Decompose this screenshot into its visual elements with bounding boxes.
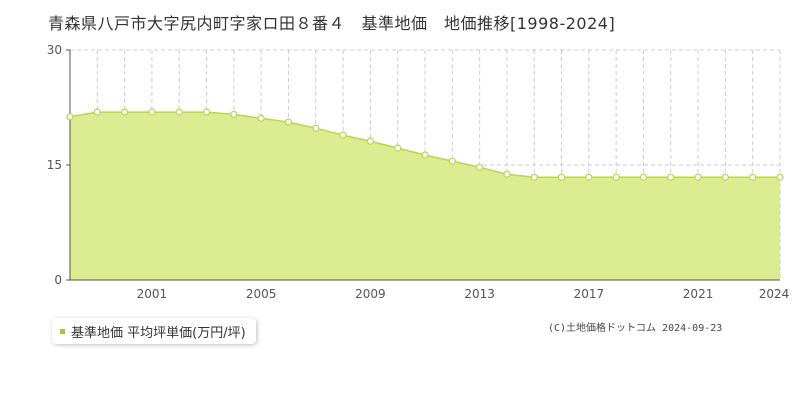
legend-label: 基準地価 平均坪単価(万円/坪) [71, 325, 246, 341]
x-tick-label: 2024 [759, 287, 790, 301]
data-point [694, 173, 702, 181]
data-point [121, 108, 129, 116]
data-point [749, 173, 757, 181]
data-point [448, 157, 456, 165]
y-tick-label: 0 [54, 273, 62, 287]
x-tick-label: 2017 [574, 287, 605, 301]
legend-swatch-icon [60, 328, 65, 334]
data-point [230, 110, 238, 119]
data-point [202, 108, 211, 116]
data-point [148, 108, 156, 116]
x-tick-label: 2009 [355, 287, 386, 301]
data-point [503, 170, 511, 178]
data-point [93, 108, 101, 116]
data-point [284, 118, 293, 126]
data-point [421, 151, 429, 159]
y-tick-label: 15 [47, 158, 62, 172]
data-point [66, 113, 74, 121]
x-tick-label: 2013 [464, 287, 495, 301]
tick-labels: 0 15 30 2001 2005 2009 2013 2017 2021 2024 [47, 43, 790, 301]
credit-text: (C)土地価格ドットコム 2024-09-23 [548, 323, 723, 334]
data-point [257, 114, 265, 122]
data-point [366, 137, 374, 145]
data-point [339, 131, 347, 139]
area-fill [70, 112, 780, 280]
data-point [585, 173, 593, 181]
x-tick-label: 2021 [683, 287, 714, 301]
chart-title: 青森県八戸市大字尻内町字家ロ田８番４ 基準地価 地価推移[1998-2024] [48, 14, 616, 33]
x-tick-label: 2005 [246, 287, 277, 301]
data-point [776, 173, 784, 181]
y-tick-label: 30 [47, 43, 62, 57]
data-point [639, 173, 648, 181]
data-point [394, 144, 402, 152]
data-points [66, 108, 784, 181]
legend: 基準地価 平均坪単価(万円/坪) [52, 318, 256, 344]
data-point [667, 173, 675, 181]
axes [66, 49, 781, 281]
data-point [721, 173, 729, 181]
data-point [175, 108, 183, 116]
data-point [557, 173, 566, 181]
data-point [612, 173, 620, 181]
data-point [312, 124, 320, 132]
data-point [530, 173, 538, 181]
data-point [476, 163, 484, 171]
x-tick-label: 2001 [137, 287, 168, 301]
